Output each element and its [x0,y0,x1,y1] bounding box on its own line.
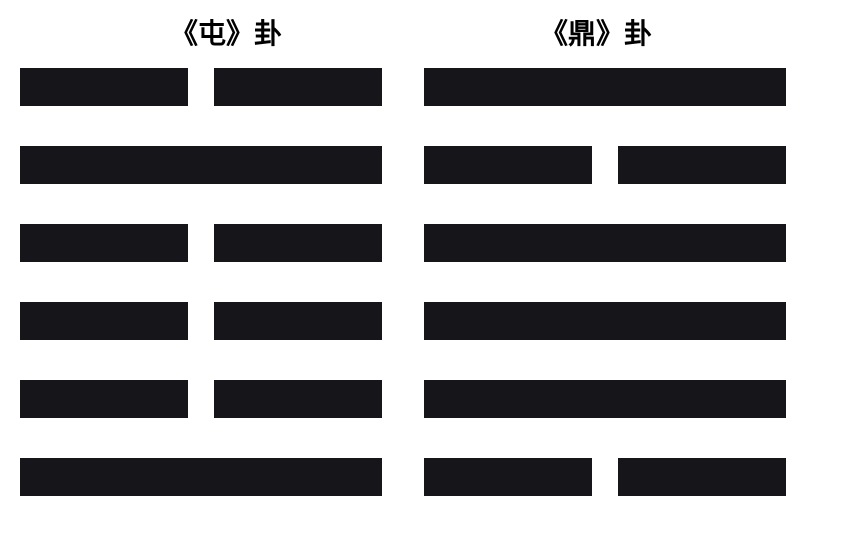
yang-line [20,458,382,496]
yang-line [20,146,382,184]
hexagram-line [424,380,786,418]
hexagram-line [424,68,786,106]
hexagram-line [20,224,382,262]
yin-line-left [20,380,188,418]
hexagram-line [424,458,786,496]
yang-line [424,380,786,418]
hexagram-title-ding: 《鼎》卦 [540,12,652,52]
hexagram-title-zhun: 《屯》卦 [170,12,282,52]
hexagram-ding [424,68,786,496]
yin-line-gap [592,146,618,184]
yin-line-right [214,380,382,418]
yin-line-gap [188,380,214,418]
hexagram-line [424,302,786,340]
yin-line-gap [188,302,214,340]
yang-line [424,68,786,106]
yin-line-left [424,458,592,496]
yang-line [424,302,786,340]
yang-line [424,224,786,262]
hexagram-line [20,146,382,184]
yin-line-left [424,146,592,184]
yin-line-right [618,146,786,184]
yin-line-gap [592,458,618,496]
yin-line-left [20,68,188,106]
hexagram-line [424,146,786,184]
hexagram-line [424,224,786,262]
hexagram-line [20,458,382,496]
yin-line-right [618,458,786,496]
hexagram-zhun [20,68,382,496]
yin-line-gap [188,68,214,106]
yin-line-right [214,302,382,340]
yin-line-gap [188,224,214,262]
yin-line-left [20,224,188,262]
yin-line-right [214,68,382,106]
hexagram-line [20,68,382,106]
hexagram-line [20,380,382,418]
yin-line-right [214,224,382,262]
hexagram-line [20,302,382,340]
yin-line-left [20,302,188,340]
diagram-canvas: 《屯》卦 《鼎》卦 [0,0,847,545]
